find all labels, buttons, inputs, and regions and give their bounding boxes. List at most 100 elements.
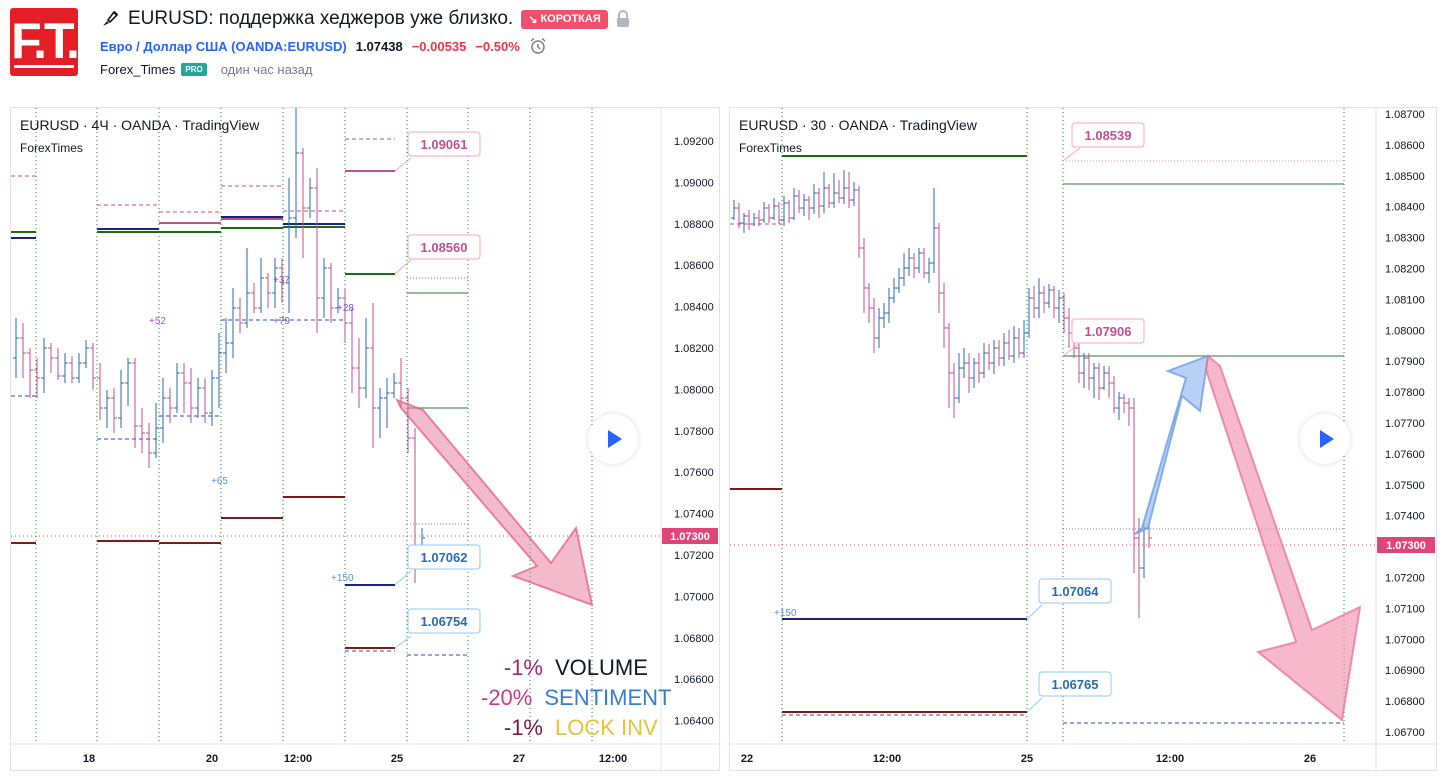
- price-tick: 1.08000: [1385, 325, 1425, 337]
- callout-1: 1.08539: [1085, 128, 1132, 143]
- time-tick: 27: [513, 753, 525, 765]
- time-tick: 25: [1021, 753, 1033, 765]
- price-tick: 1.07600: [674, 467, 714, 479]
- chart-4h-canvas[interactable]: 1.09061 1.08560 1.07062 1.06754 +52 +37 …: [11, 108, 721, 772]
- session-separators: [35, 108, 593, 744]
- price-tick: 1.08100: [1385, 294, 1425, 306]
- svg-text:1.07300: 1.07300: [1386, 540, 1426, 552]
- small-label-5: +65: [211, 476, 228, 487]
- small-label-1: +52: [149, 316, 166, 327]
- play-button[interactable]: [1300, 414, 1350, 464]
- current-price-tag: 1.07300: [662, 528, 718, 544]
- price-change-percent: −0.50%: [475, 38, 520, 54]
- chart-title: EURUSD · 4Ч · OANDA · TradingView: [20, 117, 260, 133]
- price-tick: 1.08400: [674, 302, 714, 314]
- short-badge-label: КОРОТКАЯ: [540, 13, 601, 25]
- price-tick: 1.08700: [1385, 109, 1425, 121]
- legend-pct-sentiment: -20%: [481, 685, 533, 710]
- price-tick: 1.07600: [1385, 449, 1425, 461]
- small-label-4: +28: [337, 303, 354, 314]
- time-tick: 22: [741, 753, 753, 765]
- price-tick: 1.07100: [1385, 603, 1425, 615]
- lock-icon: [616, 10, 629, 27]
- svg-text:1.07300: 1.07300: [670, 531, 710, 543]
- price-callouts: 1.09061 1.08560 1.07062 1.06754: [394, 131, 481, 649]
- candles-4h: [13, 108, 425, 583]
- session-separators: [781, 108, 1345, 744]
- level-lines: [11, 138, 468, 656]
- candles-30m: [731, 170, 1152, 618]
- forecast-arrow-up: [1134, 354, 1210, 535]
- level-lines: [730, 155, 1344, 724]
- time-tick: 12:00: [599, 753, 627, 765]
- price-tick: 1.07900: [1385, 356, 1425, 368]
- price-tick: 1.06800: [674, 633, 714, 645]
- legend-pct-volume: -1%: [503, 655, 543, 680]
- chart-subtitle: ForexTimes: [739, 141, 802, 155]
- forecast-arrow-down: [394, 398, 594, 607]
- price-tick: 1.08200: [1385, 264, 1425, 276]
- price-axis-4h[interactable]: 1.09200 1.09000 1.08800 1.08600 1.08400 1.082…: [674, 136, 714, 728]
- time-axis-4h[interactable]: 18 20 12:00 25 27 12:00: [83, 753, 627, 765]
- price-tick: 1.09200: [674, 136, 714, 148]
- price-tick: 1.07500: [1385, 480, 1425, 492]
- pen-brush-icon: [103, 10, 119, 26]
- small-label-2: +37: [273, 275, 290, 286]
- symbol-row: Евро / Доллар США (OANDA:EURUSD) 1.07438…: [100, 36, 547, 56]
- logo-text: F.T.: [11, 13, 80, 69]
- play-button[interactable]: [588, 414, 638, 464]
- price-tick: 1.08600: [1385, 140, 1425, 152]
- price-tick: 1.07200: [674, 550, 714, 562]
- price-tick: 1.07400: [1385, 511, 1425, 523]
- price-tick: 1.06900: [1385, 665, 1425, 677]
- callout-3: 1.07062: [421, 550, 468, 565]
- chart-30m-canvas[interactable]: 1.08539 1.07906 1.07064 1.06765 +150 1.0…: [730, 108, 1438, 772]
- price-tick: 1.07000: [1385, 634, 1425, 646]
- price-tick: 1.08400: [1385, 202, 1425, 214]
- small-labels: +52 +37 +79 +28 +65 +150: [149, 275, 354, 584]
- author-name[interactable]: Forex_Times: [100, 61, 176, 77]
- arrow-down-right-icon: ↘: [528, 13, 538, 26]
- callout-1: 1.09061: [421, 137, 468, 152]
- chart-4h[interactable]: 1.09061 1.08560 1.07062 1.06754 +52 +37 …: [10, 107, 721, 772]
- author-row: Forex_Times PRO один час назад: [100, 60, 312, 78]
- price-tick: 1.08000: [674, 384, 714, 396]
- time-tick: 20: [206, 753, 218, 765]
- price-tick: 1.08200: [674, 343, 714, 355]
- author-logo[interactable]: F.T.: [10, 8, 80, 76]
- published-time: один час назад: [220, 61, 313, 77]
- small-label-6: +150: [331, 573, 354, 584]
- price-tick: 1.09000: [674, 177, 714, 189]
- time-tick: 12:00: [1156, 753, 1184, 765]
- time-tick: 18: [83, 753, 95, 765]
- price-axis-30m[interactable]: 1.08700 1.08600 1.08500 1.08400 1.08300 1.082…: [1385, 109, 1425, 739]
- chart-30m[interactable]: 1.08539 1.07906 1.07064 1.06765 +150 1.0…: [729, 107, 1438, 772]
- price-tick: 1.08500: [1385, 171, 1425, 183]
- time-axis-30m[interactable]: 22 12:00 25 12:00 26: [741, 753, 1316, 765]
- time-tick: 25: [391, 753, 403, 765]
- time-tick: 26: [1304, 753, 1316, 765]
- price-tick: 1.07200: [1385, 573, 1425, 585]
- small-label-1: +150: [774, 608, 797, 619]
- symbol-link[interactable]: Евро / Доллар США (OANDA:EURUSD): [100, 38, 347, 54]
- alarm-clock-icon[interactable]: [529, 37, 547, 55]
- score-legend: -1% VOLUME -20% SENTIMENT -1% LOCK INV: [481, 653, 671, 743]
- legend-label-lockinv: LOCK INV: [555, 715, 658, 740]
- current-price-tag: 1.07300: [1377, 537, 1435, 553]
- short-badge[interactable]: ↘ КОРОТКАЯ: [521, 9, 608, 29]
- price-tick: 1.06700: [1385, 727, 1425, 739]
- price-tick: 1.08600: [674, 260, 714, 272]
- callout-2: 1.08560: [421, 240, 468, 255]
- price-tick: 1.08300: [1385, 233, 1425, 245]
- legend-label-sentiment: SENTIMENT: [544, 685, 672, 710]
- chart-subtitle: ForexTimes: [20, 141, 83, 155]
- time-tick: 12:00: [284, 753, 312, 765]
- price-tick: 1.07800: [1385, 387, 1425, 399]
- legend-label-volume: VOLUME: [555, 655, 648, 680]
- callout-3: 1.07064: [1052, 584, 1100, 599]
- price-tick: 1.06600: [674, 674, 714, 686]
- pro-badge: PRO: [181, 62, 207, 76]
- callout-2: 1.07906: [1085, 324, 1132, 339]
- idea-title: EURUSD: поддержка хеджеров уже близко.: [128, 8, 514, 29]
